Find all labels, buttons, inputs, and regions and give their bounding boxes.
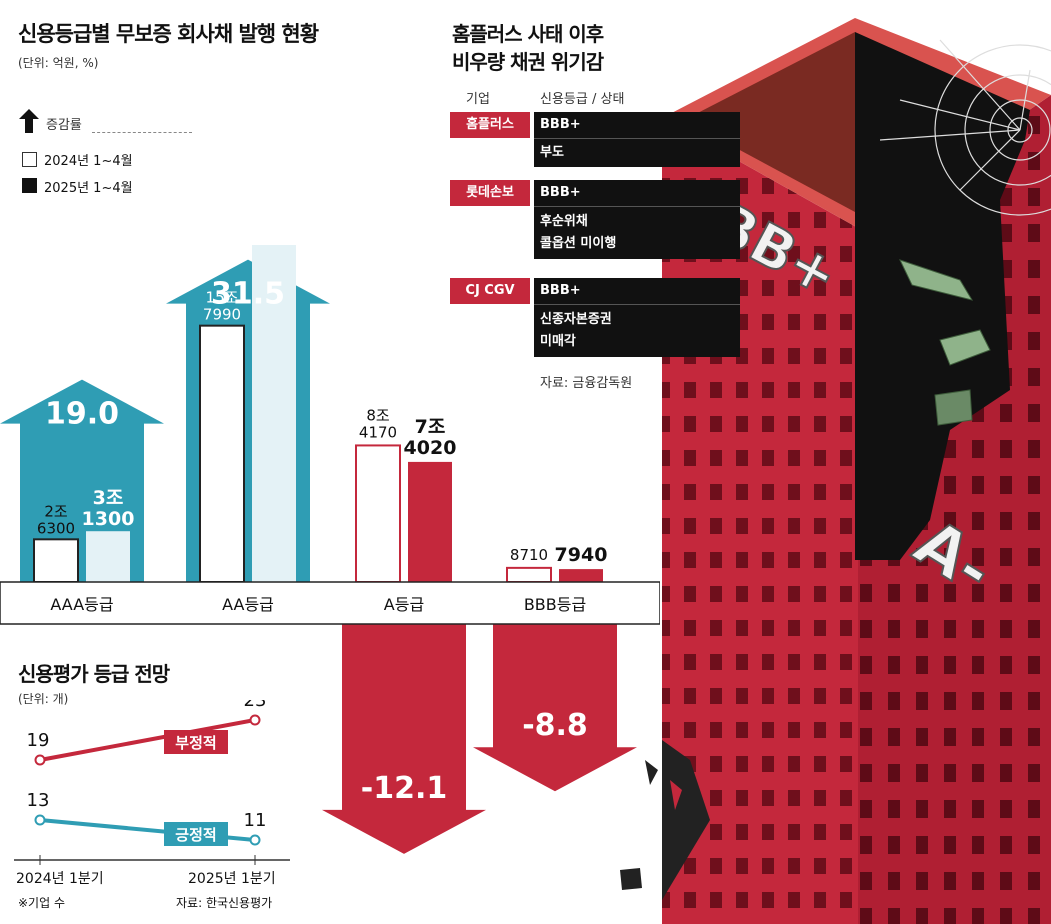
table-row: 홈플러스 BBB+ 부도 bbox=[450, 112, 740, 167]
line-series-label-box bbox=[164, 730, 228, 754]
category-label: AA등급 bbox=[222, 595, 274, 614]
bar-chart-unit: (단위: 억원, %) bbox=[18, 56, 99, 70]
legend-2025-swatch bbox=[22, 178, 37, 193]
bar-value-label: 4170 bbox=[359, 423, 397, 441]
table-rating: BBB+ bbox=[534, 180, 740, 206]
line-x-label-0: 2024년 1분기 bbox=[16, 871, 104, 887]
line-point bbox=[34, 754, 46, 766]
line-x-label-1: 2025년 1분기 bbox=[188, 871, 276, 887]
category-label: A등급 bbox=[384, 595, 424, 614]
building-illustration: BBB+ A- bbox=[620, 18, 1051, 924]
table-title-1: 홈플러스 사태 이후 bbox=[452, 22, 604, 46]
line-source: 자료: 한국신용평가 bbox=[176, 896, 273, 910]
bar-value-label: 20조 bbox=[252, 201, 296, 223]
bar-value-label: 8조 bbox=[366, 406, 390, 424]
line-point bbox=[249, 834, 261, 846]
bar-value-label: 3조 bbox=[93, 487, 124, 509]
bar-chart-title: 신용등급별 무보증 회사채 발행 현황 bbox=[18, 22, 319, 46]
bar bbox=[86, 531, 130, 582]
bar bbox=[252, 245, 296, 582]
table-company: 홈플러스 bbox=[450, 112, 530, 138]
change-rate-label: 19.0 bbox=[45, 397, 119, 432]
category-band bbox=[0, 581, 660, 625]
table-title-2: 비우량 채권 위기감 bbox=[452, 50, 604, 74]
debris bbox=[620, 740, 710, 900]
change-arrow-down bbox=[322, 624, 486, 854]
line-series-label-box bbox=[164, 822, 228, 846]
money-icon bbox=[899, 259, 991, 426]
line-point bbox=[34, 814, 46, 826]
table-row: 롯데손보 BBB+ 후순위채 콜옵션 미이행 bbox=[450, 180, 740, 259]
table-status-2: 미매각 bbox=[534, 331, 740, 357]
bar-value-label: 7700 bbox=[248, 222, 301, 244]
line-value-label: 11 bbox=[244, 810, 267, 831]
bar-value-label: 7990 bbox=[203, 306, 241, 324]
bar-value-label: 8710 bbox=[510, 546, 548, 564]
line-chart-title: 신용평가 등급 전망 bbox=[18, 662, 170, 686]
line-point bbox=[249, 714, 261, 726]
line-value-label: 23 bbox=[244, 700, 267, 711]
bar-value-label: 6300 bbox=[37, 519, 75, 537]
line-chart: 19 23 부정적 13 11 긍정적 bbox=[14, 700, 290, 865]
change-rate-label: -8.8 bbox=[522, 708, 588, 743]
bar-value-label: 4020 bbox=[404, 437, 457, 459]
legend-dash bbox=[92, 132, 192, 133]
line-series-label: 긍정적 bbox=[175, 826, 216, 844]
table-source: 자료: 금융감독원 bbox=[540, 376, 633, 391]
change-rate-label: 31.5 bbox=[211, 277, 285, 312]
table-status-2: 콜옵션 미이행 bbox=[534, 233, 740, 259]
bar-value-label: 2조 bbox=[44, 502, 68, 520]
category-label: BBB등급 bbox=[524, 595, 586, 614]
table-header-company: 기업 bbox=[466, 92, 490, 107]
bar bbox=[559, 569, 603, 582]
table-company: 롯데손보 bbox=[450, 180, 530, 206]
bar bbox=[355, 444, 401, 583]
legend-2024-label: 2024년 1~4월 bbox=[44, 154, 133, 169]
bar-value-label: 15조 bbox=[206, 289, 239, 307]
bar bbox=[506, 566, 552, 583]
table-header-status: 신용등급 / 상태 bbox=[540, 92, 625, 107]
table-row: CJ CGV BBB+ 신종자본증권 미매각 bbox=[450, 278, 740, 357]
bar-value-label: 7조 bbox=[415, 416, 446, 438]
change-arrow-down bbox=[473, 624, 637, 792]
line-chart-unit: (단위: 개) bbox=[18, 692, 69, 706]
table-status: 부도 bbox=[534, 138, 740, 167]
spiderweb-icon bbox=[879, 39, 1051, 216]
table-status: 후순위채 bbox=[534, 206, 740, 233]
table-rating: BBB+ bbox=[534, 112, 740, 138]
bar bbox=[199, 324, 245, 583]
line-value-label: 19 bbox=[27, 730, 50, 751]
legend-change bbox=[18, 108, 40, 138]
legend-2025-label: 2025년 1~4월 bbox=[44, 181, 133, 196]
bar-value-label: 1300 bbox=[82, 508, 135, 530]
category-label: AAA등급 bbox=[50, 595, 113, 614]
bar bbox=[33, 538, 79, 583]
legend-2024-swatch bbox=[22, 152, 37, 167]
table-company: CJ CGV bbox=[450, 278, 530, 304]
up-arrow-icon bbox=[19, 109, 39, 133]
line-series bbox=[39, 718, 256, 762]
table-status: 신종자본증권 bbox=[534, 304, 740, 331]
bar-value-label: 7940 bbox=[555, 544, 608, 566]
line-value-label: 13 bbox=[27, 790, 50, 811]
bar bbox=[408, 461, 452, 582]
line-series-label: 부정적 bbox=[175, 734, 216, 752]
legend-change-label: 증감률 bbox=[46, 118, 82, 133]
table-rating: BBB+ bbox=[534, 278, 740, 304]
roof-inner bbox=[684, 32, 855, 212]
change-rate-label: -12.1 bbox=[361, 771, 447, 806]
line-footnote: ※기업 수 bbox=[18, 896, 65, 910]
